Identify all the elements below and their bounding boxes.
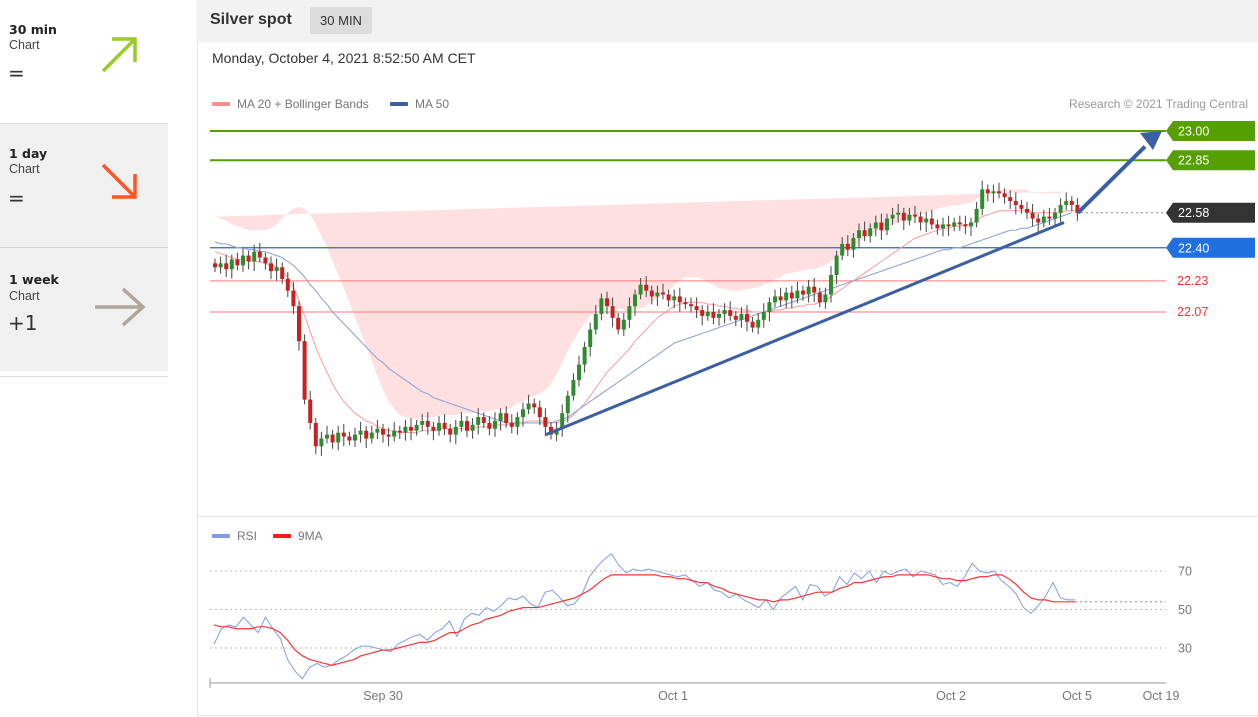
- rsi-ma-legend-swatch: [273, 534, 291, 538]
- timeframe-1week[interactable]: 1 week Chart +1: [0, 247, 168, 371]
- timeframe-outlook: =: [8, 186, 25, 210]
- timeframe-title: 30 min: [9, 22, 57, 37]
- chart-timestamp: Monday, October 4, 2021 8:52:50 AM CET: [212, 50, 476, 66]
- up-right-arrow-icon: [101, 37, 137, 73]
- timeframe-1day[interactable]: 1 day Chart =: [0, 123, 168, 247]
- timeframe-outlook: +1: [8, 311, 38, 335]
- copyright-notice: Research © 2021 Trading Central: [1069, 97, 1248, 111]
- timeframe-badge[interactable]: 30 MIN: [310, 7, 372, 34]
- rsi-legend-label: RSI: [237, 529, 258, 543]
- chart-panel: [197, 0, 1258, 716]
- rsi-legend-swatch: [212, 534, 230, 538]
- chart-header: [197, 0, 1258, 42]
- timeframe-sidebar: 30 min Chart = 1 day Chart = 1 week Char…: [0, 0, 168, 377]
- chart-title: Silver spot: [210, 11, 292, 28]
- ma20-legend-label: MA 20 + Bollinger Bands: [237, 97, 369, 111]
- ma50-legend-swatch: [390, 102, 408, 106]
- timeframe-subtitle: Chart: [9, 162, 40, 176]
- panel-separator: [197, 516, 1258, 517]
- timeframe-title: 1 week: [9, 272, 59, 287]
- down-right-arrow-icon: [101, 163, 137, 199]
- ma50-legend-label: MA 50: [415, 97, 450, 111]
- timeframe-title: 1 day: [9, 146, 48, 161]
- timeframe-subtitle: Chart: [9, 38, 40, 52]
- ma20-legend-swatch: [212, 102, 230, 106]
- rsi-ma-legend-label: 9MA: [298, 529, 323, 543]
- timeframe-subtitle: Chart: [9, 289, 40, 303]
- timeframe-30min[interactable]: 30 min Chart =: [0, 0, 168, 123]
- right-arrow-icon: [95, 287, 146, 327]
- timeframe-outlook: =: [8, 61, 25, 85]
